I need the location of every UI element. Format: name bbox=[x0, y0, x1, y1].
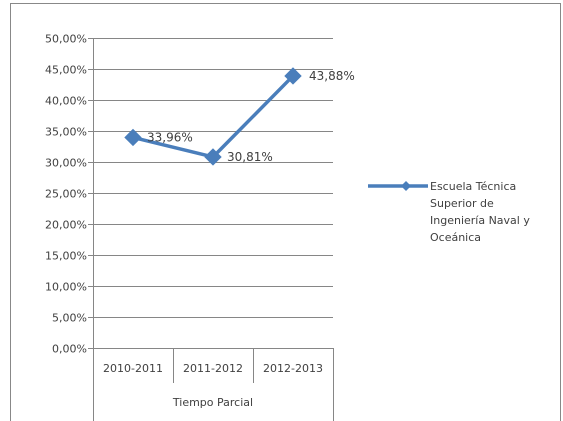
y-tick-label: 45,00% bbox=[45, 64, 87, 77]
y-tick-label: 30,00% bbox=[45, 157, 87, 170]
y-tick-label: 25,00% bbox=[45, 188, 87, 201]
y-tick-label: 0,00% bbox=[52, 343, 87, 356]
y-tick-label: 5,00% bbox=[52, 312, 87, 325]
data-label: 43,88% bbox=[309, 69, 355, 83]
x-axis-category-labels: 2010-2011 2011-2012 2012-2013 bbox=[103, 362, 323, 375]
y-tick-label: 20,00% bbox=[45, 219, 87, 232]
y-tick-label: 40,00% bbox=[45, 95, 87, 108]
x-axis-group-label: Tiempo Parcial bbox=[172, 396, 253, 409]
legend-label-line: Superior de bbox=[430, 197, 494, 210]
legend-label-line: Oceánica bbox=[430, 231, 481, 244]
y-tick-label: 50,00% bbox=[45, 33, 87, 46]
y-tick-label: 35,00% bbox=[45, 126, 87, 139]
legend-label-line: Escuela Técnica bbox=[430, 180, 516, 193]
data-label: 33,96% bbox=[147, 130, 193, 144]
data-point-marker bbox=[284, 67, 302, 85]
y-tick-label: 10,00% bbox=[45, 281, 87, 294]
legend-label-line: Ingeniería Naval y bbox=[430, 214, 530, 227]
data-label: 30,81% bbox=[227, 150, 273, 164]
x-category-label: 2012-2013 bbox=[263, 362, 323, 375]
legend: Escuela Técnica Superior de Ingeniería Nav… bbox=[368, 180, 530, 244]
axes bbox=[88, 38, 334, 421]
legend-marker bbox=[401, 181, 411, 191]
chart-border bbox=[10, 3, 561, 421]
y-tick-label: 15,00% bbox=[45, 250, 87, 263]
data-point-marker bbox=[204, 148, 222, 166]
y-axis-tick-labels: 0,00% 5,00% 10,00% 15,00% 20,00% 25,00% 30,00%… bbox=[45, 33, 87, 356]
x-category-label: 2010-2011 bbox=[103, 362, 163, 375]
series-line: 33,96% 30,81% 43,88% bbox=[124, 67, 355, 166]
data-point-marker bbox=[124, 128, 142, 147]
x-category-label: 2011-2012 bbox=[183, 362, 243, 375]
